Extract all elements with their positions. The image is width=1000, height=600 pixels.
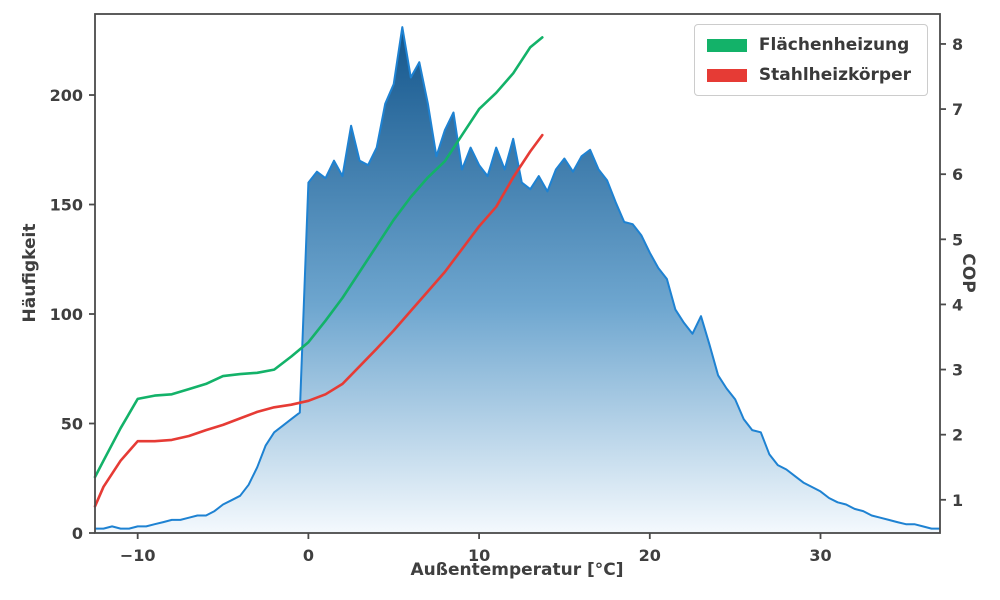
x-tick-label: 0 — [303, 546, 314, 565]
y-axis-left-ticks: 0 50 100 150 200 — [50, 86, 95, 543]
line-series-0 — [93, 36, 544, 479]
y-right-tick-label: 6 — [952, 165, 963, 184]
histogram-line — [95, 26, 940, 530]
y-right-tick-label: 2 — [952, 426, 963, 445]
y-left-tick-label: 50 — [61, 415, 83, 434]
x-axis-ticks: −10 0 10 20 30 — [120, 533, 832, 565]
legend: Flächenheizung Stahlheizkörper — [693, 24, 928, 96]
y-axis-label-left: Häufigkeit — [20, 223, 40, 323]
x-tick-label: 20 — [639, 546, 661, 565]
legend-label-flaechenheizung: Flächenheizung — [758, 35, 910, 55]
legend-item-flaechenheizung: Flächenheizung — [706, 35, 911, 55]
x-tick-label: 30 — [809, 546, 831, 565]
y-left-tick-label: 200 — [50, 86, 83, 105]
y-left-tick-label: 0 — [72, 524, 83, 543]
y-left-tick-label: 100 — [50, 305, 83, 324]
y-right-tick-label: 3 — [952, 361, 963, 380]
y-right-tick-label: 1 — [952, 491, 963, 510]
line-series-1 — [93, 133, 544, 508]
y-right-tick-label: 7 — [952, 100, 963, 119]
x-tick-label: −10 — [120, 546, 156, 565]
y-axis-label-right: COP — [958, 253, 978, 293]
y-axis-right-ticks: 1 2 3 4 5 6 7 8 — [940, 35, 963, 510]
plot-border — [94, 13, 941, 534]
y-right-tick-label: 5 — [952, 230, 963, 249]
x-axis-label: Außentemperatur [°C] — [410, 560, 624, 580]
x-tick-label: 10 — [468, 546, 490, 565]
histogram-area — [95, 27, 940, 533]
y-right-tick-label: 8 — [952, 35, 963, 54]
legend-item-stahlheizkoerper: Stahlheizkörper — [706, 65, 911, 85]
legend-swatch-flaechenheizung — [706, 38, 747, 52]
legend-label-stahlheizkoerper: Stahlheizkörper — [758, 65, 911, 85]
legend-swatch-stahlheizkoerper — [706, 68, 747, 82]
y-right-tick-label: 4 — [952, 295, 963, 314]
y-left-tick-label: 150 — [50, 196, 83, 215]
